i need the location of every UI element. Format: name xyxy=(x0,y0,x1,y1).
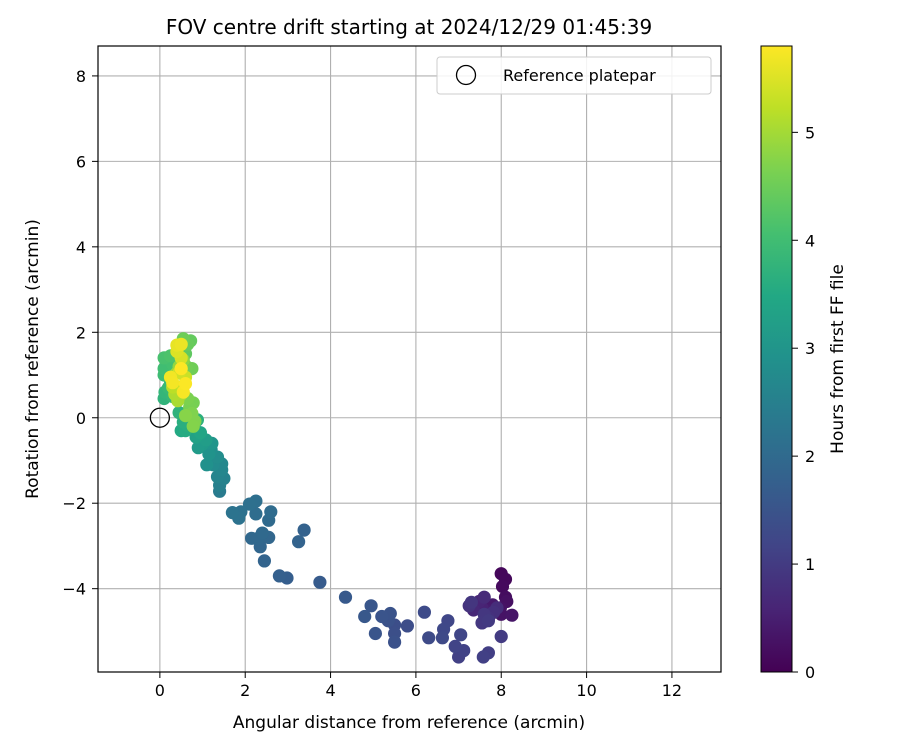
data-point xyxy=(174,362,188,376)
legend-box xyxy=(436,56,712,95)
y-tick-label: 0 xyxy=(76,409,86,428)
y-tick-label: 2 xyxy=(76,323,86,342)
y-tick-label: −2 xyxy=(62,494,86,513)
data-point xyxy=(200,458,214,472)
data-point xyxy=(242,497,257,511)
data-point xyxy=(448,639,462,654)
x-tick-label: 0 xyxy=(155,681,165,700)
y-axis-ticks: −4 −2 0 2 4 6 8 xyxy=(62,67,98,599)
data-point xyxy=(476,650,490,664)
y-axis-label: Rotation from reference (arcmin) xyxy=(23,219,43,499)
data-point xyxy=(225,505,239,520)
colorbar-label: Hours from first FF file xyxy=(828,264,848,454)
colorbar-tick-label: 1 xyxy=(805,555,815,574)
data-point xyxy=(364,599,378,613)
colorbar-tick-label: 5 xyxy=(805,123,815,142)
data-point xyxy=(495,579,510,594)
x-tick-label: 10 xyxy=(576,681,596,700)
colorbar-tick-label: 0 xyxy=(805,663,815,682)
data-point xyxy=(494,629,508,644)
x-tick-label: 6 xyxy=(411,681,421,700)
reference-point xyxy=(149,407,171,428)
y-tick-label: 4 xyxy=(76,238,86,257)
data-point xyxy=(422,631,436,645)
data-point xyxy=(174,337,188,351)
data-point xyxy=(435,631,449,645)
x-tick-label: 2 xyxy=(240,681,250,700)
data-point xyxy=(264,505,278,519)
data-point xyxy=(313,575,327,589)
x-axis-label: Angular distance from reference (arcmin) xyxy=(233,713,585,733)
data-point xyxy=(464,595,478,609)
colorbar-tick-label: 3 xyxy=(805,339,815,358)
data-point xyxy=(202,447,216,461)
data-point xyxy=(505,608,519,622)
y-tick-label: 8 xyxy=(76,67,86,86)
y-tick-label: 6 xyxy=(76,152,86,171)
data-point xyxy=(375,609,389,624)
legend: Reference platepar xyxy=(436,56,712,95)
data-point xyxy=(255,526,269,540)
scatter-points xyxy=(157,332,519,664)
data-point xyxy=(417,605,431,619)
chart-title: FOV centre drift starting at 2024/12/29 … xyxy=(166,15,652,39)
data-point xyxy=(400,619,414,633)
data-point xyxy=(257,554,271,568)
colorbar-tick-label: 2 xyxy=(805,447,815,466)
x-tick-label: 4 xyxy=(325,681,335,700)
data-point xyxy=(338,590,353,604)
x-axis-ticks: 0 2 4 6 8 10 12 xyxy=(155,672,682,700)
legend-entry: Reference platepar xyxy=(503,66,656,85)
colorbar-gradient xyxy=(760,45,793,673)
grid-lines xyxy=(98,46,721,672)
data-point xyxy=(245,531,259,545)
colorbar: 0 1 2 3 4 5 Hours from first FF file xyxy=(760,45,848,682)
legend-marker xyxy=(455,64,477,86)
data-point xyxy=(272,569,286,583)
data-point xyxy=(358,609,372,624)
data-point xyxy=(368,626,382,641)
data-point xyxy=(186,419,200,433)
data-point xyxy=(166,376,180,390)
data-point xyxy=(388,635,402,649)
data-point xyxy=(481,614,495,628)
data-point xyxy=(292,535,306,549)
data-point xyxy=(249,507,263,521)
data-point xyxy=(178,377,193,391)
x-tick-label: 12 xyxy=(662,681,682,700)
colorbar-tick-label: 4 xyxy=(805,231,815,250)
data-point xyxy=(297,523,311,537)
colorbar-ticks: 0 1 2 3 4 5 xyxy=(792,123,815,682)
data-point xyxy=(454,628,468,642)
y-tick-label: −4 xyxy=(62,580,86,599)
plot-frame xyxy=(97,45,722,673)
data-point xyxy=(477,590,491,604)
x-tick-label: 8 xyxy=(496,681,506,700)
data-point xyxy=(178,409,193,423)
